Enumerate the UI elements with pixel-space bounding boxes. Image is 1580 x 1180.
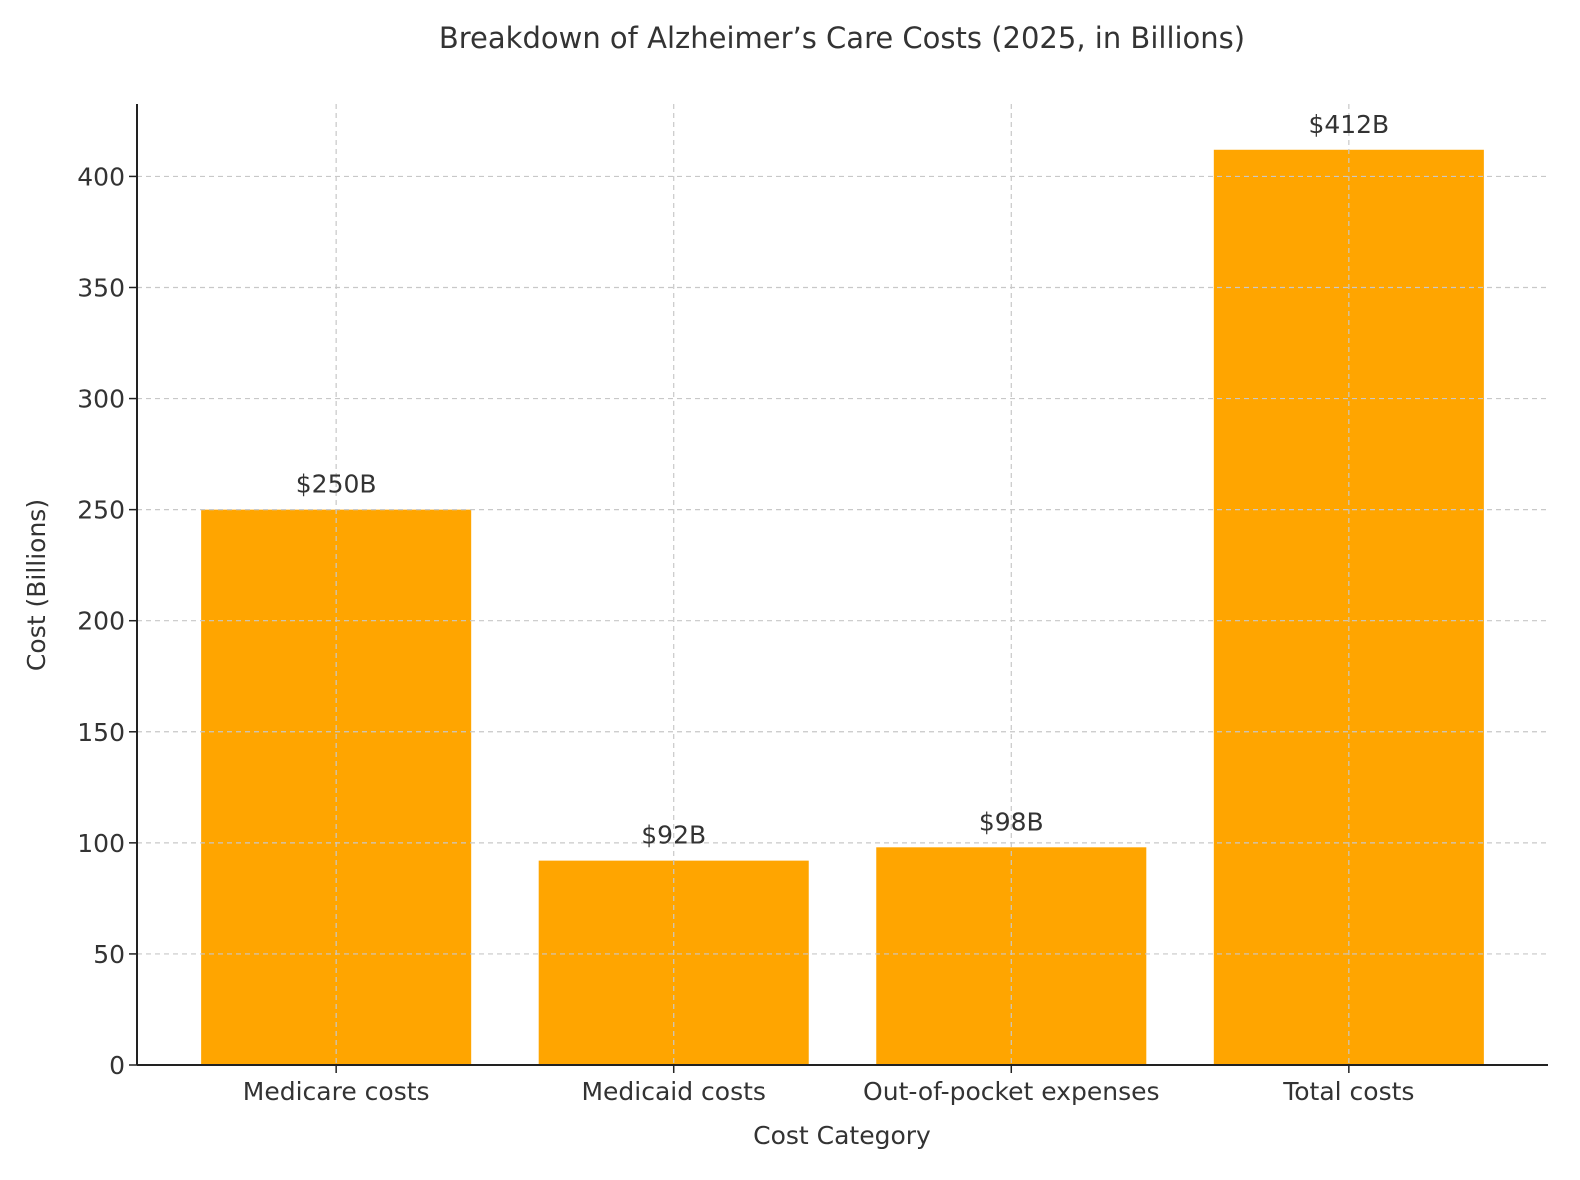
x-tick-label: Total costs [1282, 1077, 1414, 1106]
data-labels: $250B $92B $98B $412B [296, 110, 1389, 850]
data-label: $250B [296, 470, 377, 499]
x-tick-label: Medicaid costs [581, 1077, 766, 1106]
y-tick-label: 300 [77, 385, 125, 414]
x-axis-ticks: Medicare costs Medicaid costs Out-of-pocke… [243, 1065, 1414, 1106]
chart-title: Breakdown of Alzheimer’s Care Costs (202… [439, 21, 1245, 55]
y-tick-label: 250 [77, 496, 125, 525]
y-tick-label: 0 [109, 1051, 125, 1080]
y-tick-label: 200 [77, 607, 125, 636]
y-tick-label: 350 [77, 273, 125, 302]
x-tick-label: Medicare costs [243, 1077, 430, 1106]
x-axis-label: Cost Category [753, 1121, 931, 1150]
y-tick-label: 400 [77, 162, 125, 191]
data-label: $98B [979, 807, 1044, 836]
y-axis-label: Cost (Billions) [22, 499, 51, 671]
y-tick-label: 100 [77, 829, 125, 858]
data-label: $92B [641, 821, 706, 850]
data-label: $412B [1308, 110, 1389, 139]
y-tick-label: 50 [93, 940, 125, 969]
y-tick-label: 150 [77, 718, 125, 747]
bar [876, 847, 1147, 1065]
y-axis-ticks: 0 50 100 150 200 250 300 350 400 [77, 162, 137, 1080]
x-tick-label: Out-of-pocket expenses [863, 1077, 1159, 1106]
